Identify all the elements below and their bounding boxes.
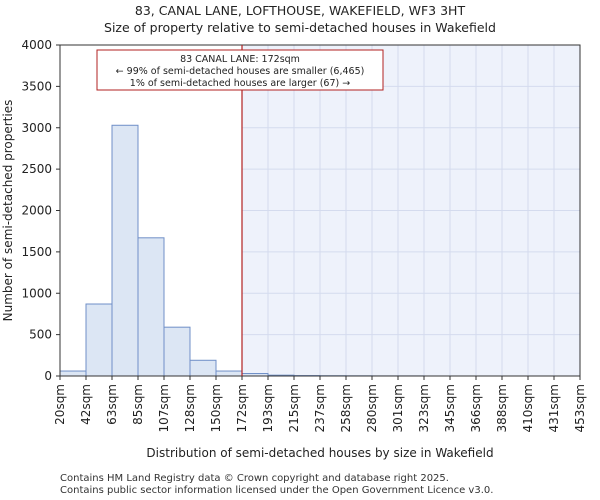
x-tick-label: 431sqm [547, 384, 561, 432]
x-tick-label: 150sqm [209, 384, 223, 432]
histogram-bar [189, 359, 217, 377]
x-tick-label: 107sqm [157, 384, 171, 432]
histogram-bar [111, 124, 139, 377]
x-tick-label: 42sqm [79, 384, 93, 425]
annotation-smaller: ← 99% of semi-detached houses are smalle… [116, 66, 365, 77]
footer-licence: Contains public sector information licen… [60, 485, 494, 496]
x-tick-label: 63sqm [105, 384, 119, 425]
histogram-bar [163, 326, 191, 377]
x-tick-label: 20sqm [53, 384, 67, 425]
x-axis-label: Distribution of semi-detached houses by … [146, 446, 493, 460]
x-tick-label: 128sqm [183, 384, 197, 432]
x-tick-label: 345sqm [443, 384, 457, 432]
x-tick-label: 172sqm [235, 384, 249, 432]
y-tick-label: 1000 [21, 286, 52, 300]
annotation-title: 83 CANAL LANE: 172sqm [180, 54, 300, 65]
footer-copyright: Contains HM Land Registry data © Crown c… [60, 473, 449, 484]
histogram-bar [215, 370, 243, 377]
x-tick-label: 301sqm [391, 384, 405, 432]
annotation-larger: 1% of semi-detached houses are larger (6… [130, 78, 350, 89]
y-tick-label: 2500 [21, 162, 52, 176]
y-tick-label: 3000 [21, 121, 52, 135]
x-tick-label: 280sqm [365, 384, 379, 432]
chart-subtitle: Size of property relative to semi-detach… [104, 20, 496, 35]
annotation-box [96, 49, 384, 91]
x-tick-label: 193sqm [261, 384, 275, 432]
y-axis-label: Number of semi-detached properties [1, 100, 15, 322]
histogram-bar [85, 303, 113, 377]
x-tick-label: 388sqm [495, 384, 509, 432]
x-tick-label: 237sqm [313, 384, 327, 432]
x-tick-label: 258sqm [339, 384, 353, 432]
x-tick-label: 366sqm [469, 384, 483, 432]
y-tick-label: 2000 [21, 204, 52, 218]
x-tick-label: 453sqm [573, 384, 587, 432]
histogram-chart: 0 500 1000 1500 2000 2500 3000 3500 4000 20sqm 42s… [1, 38, 587, 460]
histogram-bar [59, 370, 87, 377]
x-tick-label: 323sqm [417, 384, 431, 432]
y-tick-label: 4000 [21, 38, 52, 52]
y-tick-label: 3500 [21, 79, 52, 93]
y-tick-label: 0 [44, 369, 52, 383]
x-tick-label: 215sqm [287, 384, 301, 432]
y-tick-label: 500 [29, 328, 52, 342]
x-tick-label: 85sqm [131, 384, 145, 425]
y-tick-label: 1500 [21, 245, 52, 259]
chart-title: 83, CANAL LANE, LOFTHOUSE, WAKEFIELD, WF… [134, 3, 466, 18]
histogram-bar [137, 237, 165, 377]
x-tick-label: 410sqm [521, 384, 535, 432]
